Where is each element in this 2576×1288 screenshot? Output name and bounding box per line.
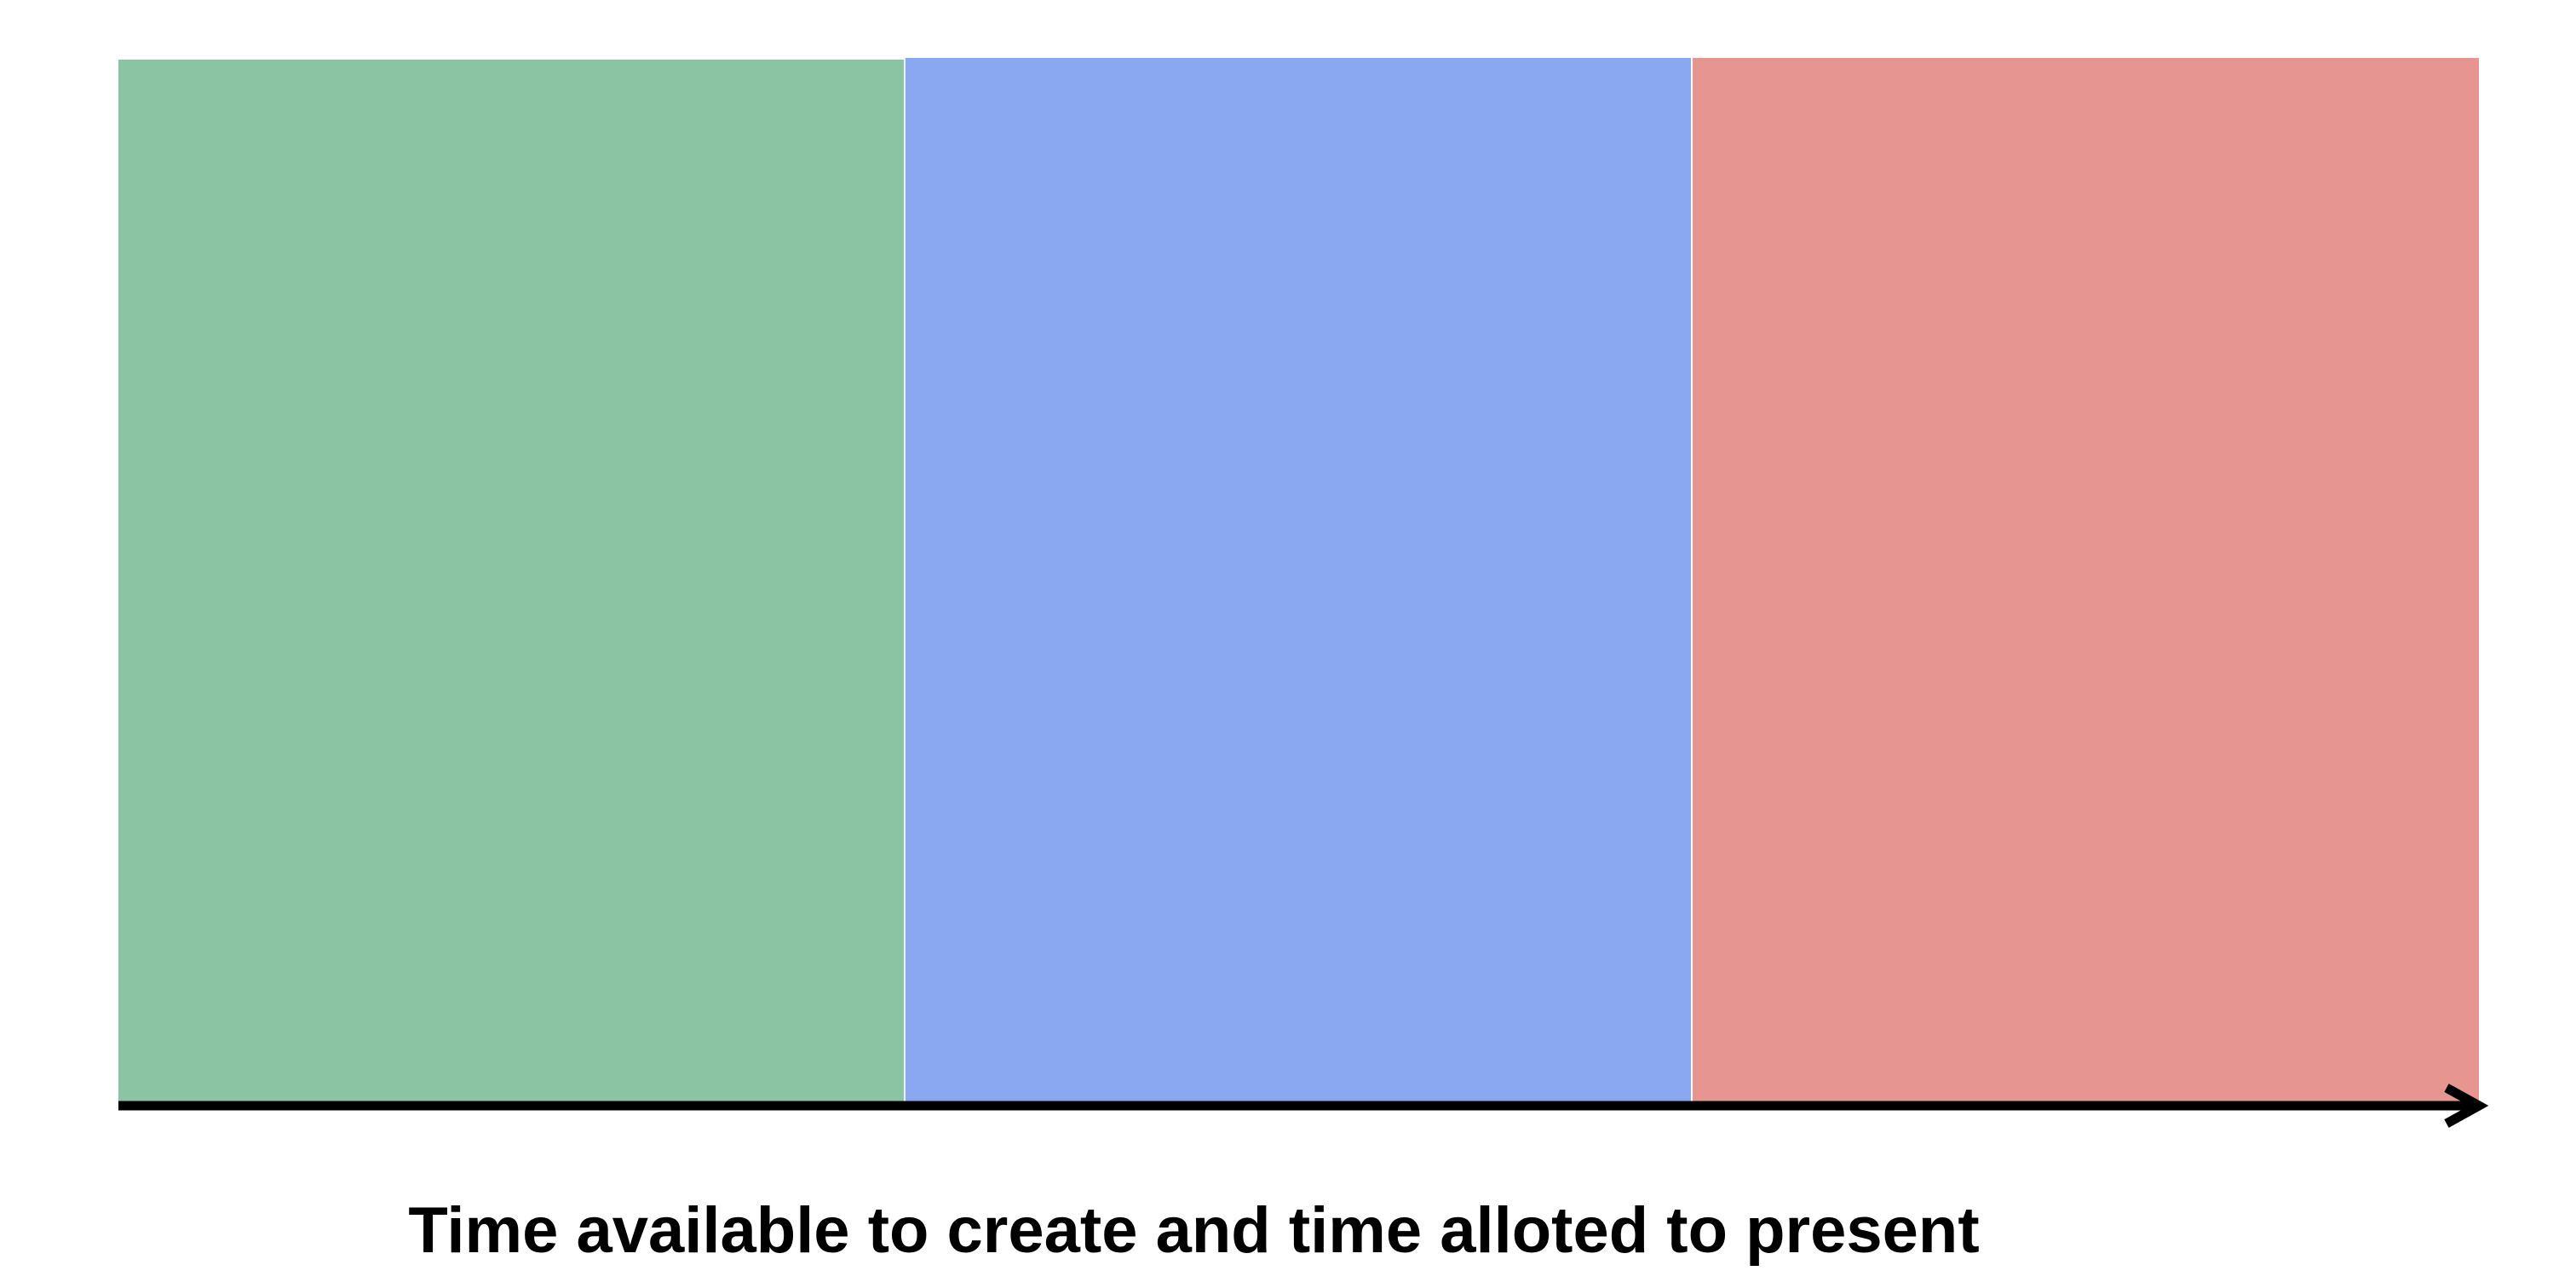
segment-divider <box>904 58 906 1102</box>
segment-red <box>1693 58 2479 1102</box>
arrowhead-icon <box>2444 1084 2489 1128</box>
segment-green <box>118 60 904 1102</box>
segment-blue <box>906 58 1691 1102</box>
diagram-caption: Time available to create and time allote… <box>408 1194 1980 1267</box>
